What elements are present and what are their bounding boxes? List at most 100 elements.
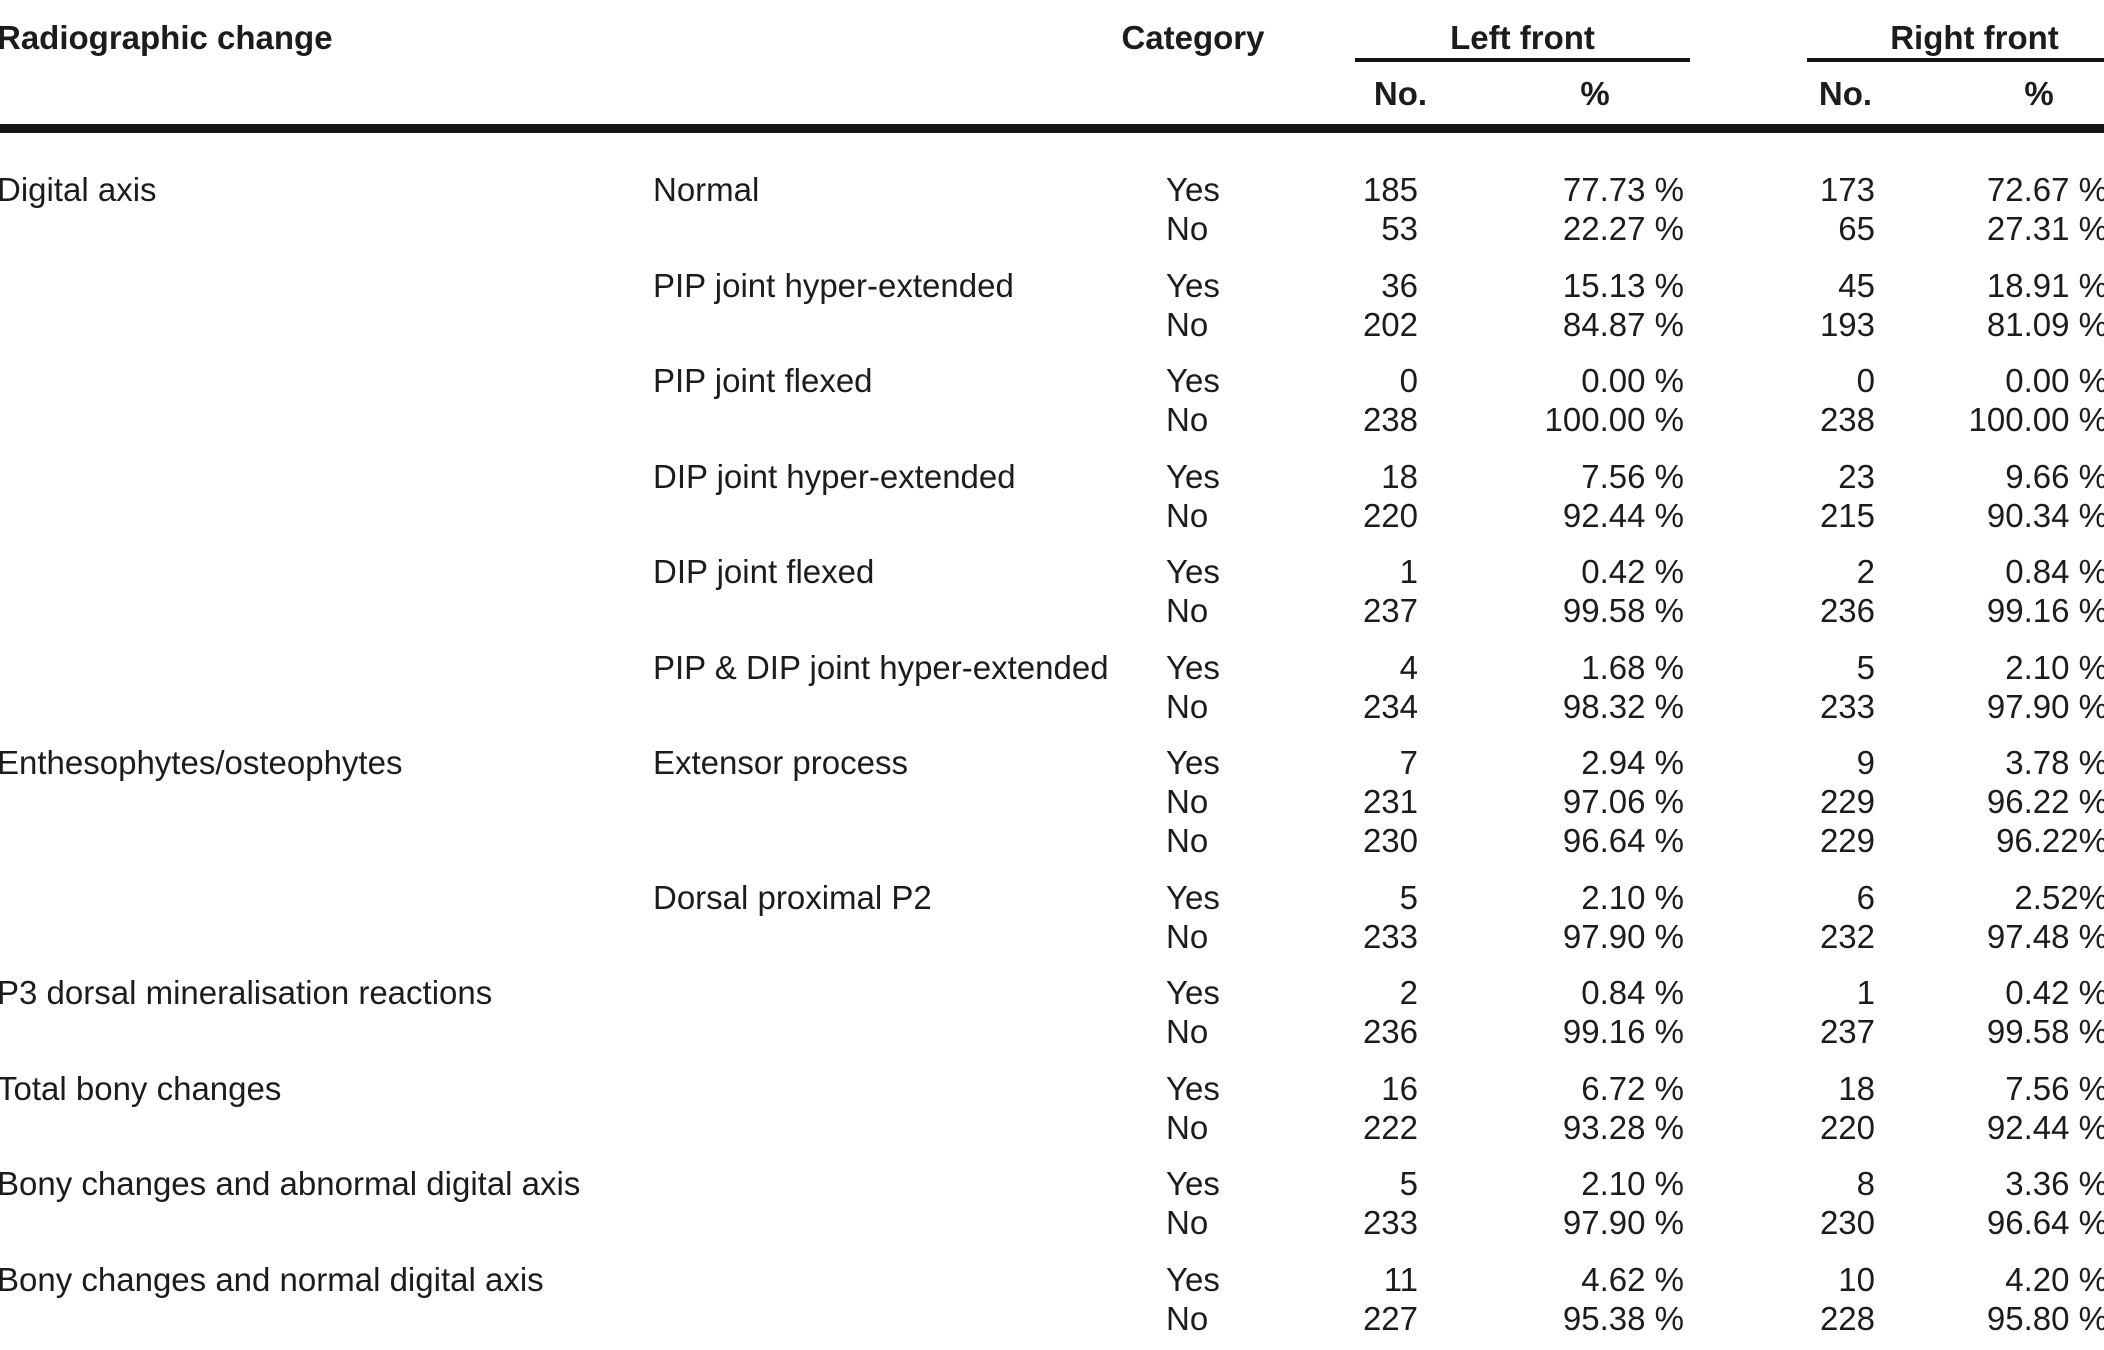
- right-pct-cell: 92.44 %: [1986, 1108, 2104, 1146]
- left-pct-cell: 7.56 %: [1581, 457, 1684, 495]
- left-no-cell: 236: [1362, 1013, 1418, 1050]
- category-cell: Yes: [1166, 744, 1220, 781]
- category-cell: No: [1166, 401, 1209, 438]
- left-no-cell: 1: [1399, 553, 1418, 590]
- right-pct-cell: 95.80 %: [1986, 1299, 2104, 1337]
- right-pct-cell: 96.64 %: [1986, 1204, 2104, 1241]
- right-no-cell: 0: [1856, 362, 1875, 399]
- right-no-cell: 229: [1819, 822, 1875, 859]
- right-no-cell: 173: [1819, 171, 1875, 208]
- left-pct-cell: 0.84 %: [1581, 974, 1684, 1011]
- right-pct-cell: 90.34 %: [1986, 496, 2104, 534]
- left-no-cell: 53: [1381, 210, 1418, 247]
- left-front-underline: [1355, 58, 1690, 62]
- left-no-cell: 18: [1381, 457, 1418, 495]
- right-pct-cell: 0.42 %: [2005, 974, 2104, 1011]
- right-no-cell: 18: [1838, 1069, 1875, 1107]
- row-label-subcategory: DIP joint hyper-extended: [653, 457, 1016, 495]
- table-row: No 231 97.06 % 229 96.22 %: [0, 782, 2104, 821]
- table-row: Bony changes and normal digital axis Yes 1…: [0, 1260, 2104, 1299]
- left-pct-cell: 84.87 %: [1562, 305, 1684, 343]
- left-pct-cell: 96.64 %: [1562, 822, 1684, 859]
- right-no-cell: 229: [1819, 783, 1875, 820]
- right-pct-cell: 27.31 %: [1986, 210, 2104, 247]
- category-cell: No: [1166, 783, 1209, 820]
- left-pct-cell: 2.10 %: [1581, 878, 1684, 916]
- right-pct-cell: 72.67 %: [1986, 171, 2104, 208]
- row-label-subcategory: Normal: [653, 171, 760, 208]
- right-no-cell: 1: [1856, 974, 1875, 1011]
- left-pct-cell: 4.62 %: [1581, 1260, 1684, 1298]
- left-no-cell: 238: [1362, 401, 1418, 438]
- column-header-category: Category: [1121, 19, 1265, 56]
- table-body: Digital axis Normal Yes 185 77.73 % 173 72.67 …: [0, 170, 2104, 1338]
- category-cell: Yes: [1166, 1260, 1220, 1298]
- category-cell: Yes: [1166, 553, 1220, 590]
- left-pct-cell: 15.13 %: [1562, 266, 1684, 304]
- column-group-header-right-front: Right front: [1890, 19, 2059, 56]
- right-no-cell: 5: [1856, 648, 1875, 686]
- table-group: PIP joint hyper-extended Yes 36 15.13 % 45 18…: [0, 266, 2104, 344]
- table-row: DIP joint hyper-extended Yes 18 7.56 % 23 9.6…: [0, 457, 2104, 496]
- left-pct-cell: 100.00 %: [1544, 401, 1684, 438]
- table-row: No 220 92.44 % 215 90.34 %: [0, 496, 2104, 535]
- right-pct-cell: 2.52%: [2014, 878, 2104, 916]
- category-cell: No: [1166, 592, 1209, 629]
- table-group: DIP joint flexed Yes 1 0.42 % 2 0.84 % No 237 99…: [0, 552, 2104, 630]
- left-pct-cell: 0.42 %: [1581, 553, 1684, 590]
- table-header-row-1: Radiographic change Category Left front …: [0, 19, 2104, 57]
- left-no-cell: 5: [1399, 878, 1418, 916]
- column-header-left-no: No.: [1373, 75, 1428, 112]
- row-label-subcategory: DIP joint flexed: [653, 553, 875, 590]
- category-cell: Yes: [1166, 362, 1220, 399]
- left-pct-cell: 97.90 %: [1562, 1204, 1684, 1241]
- left-pct-cell: 97.06 %: [1562, 783, 1684, 820]
- right-no-cell: 193: [1819, 305, 1875, 343]
- table-row: DIP joint flexed Yes 1 0.42 % 2 0.84 %: [0, 552, 2104, 591]
- row-label-radiographic-change: Enthesophytes/osteophytes: [0, 744, 403, 781]
- row-label-radiographic-change: Digital axis: [0, 171, 157, 208]
- table-row: Enthesophytes/osteophytes Extensor proces…: [0, 743, 2104, 782]
- right-pct-cell: 96.22 %: [1986, 783, 2104, 820]
- right-pct-cell: 96.22%: [1996, 822, 2104, 859]
- left-no-cell: 230: [1362, 822, 1418, 859]
- right-pct-cell: 99.58 %: [1986, 1013, 2104, 1050]
- right-pct-cell: 7.56 %: [2005, 1069, 2104, 1107]
- left-no-cell: 237: [1362, 592, 1418, 629]
- table-group: Total bony changes Yes 16 6.72 % 18 7.56 % No 2…: [0, 1069, 2104, 1147]
- left-no-cell: 2: [1399, 974, 1418, 1011]
- column-header-radiographic-change: Radiographic change: [0, 19, 333, 56]
- left-pct-cell: 98.32 %: [1562, 687, 1684, 725]
- right-pct-cell: 3.36 %: [2005, 1165, 2104, 1202]
- right-no-cell: 45: [1838, 266, 1875, 304]
- right-no-cell: 6: [1856, 878, 1875, 916]
- table-row: No 202 84.87 % 193 81.09 %: [0, 305, 2104, 344]
- right-no-cell: 8: [1856, 1165, 1875, 1202]
- left-pct-cell: 2.94 %: [1581, 744, 1684, 781]
- category-cell: Yes: [1166, 457, 1220, 495]
- right-no-cell: 215: [1819, 496, 1875, 534]
- table-row: PIP joint flexed Yes 0 0.00 % 0 0.00 %: [0, 361, 2104, 400]
- right-no-cell: 220: [1819, 1108, 1875, 1146]
- category-cell: Yes: [1166, 878, 1220, 916]
- left-pct-cell: 22.27 %: [1562, 210, 1684, 247]
- right-no-cell: 228: [1819, 1299, 1875, 1337]
- category-cell: No: [1166, 496, 1209, 534]
- category-cell: No: [1166, 1299, 1209, 1337]
- left-no-cell: 0: [1399, 362, 1418, 399]
- right-no-cell: 233: [1819, 687, 1875, 725]
- column-header-right-pct: %: [2024, 75, 2054, 112]
- table-row: Bony changes and abnormal digital axis Ye…: [0, 1164, 2104, 1203]
- right-pct-cell: 9.66 %: [2005, 457, 2104, 495]
- right-no-cell: 2: [1856, 553, 1875, 590]
- left-no-cell: 231: [1362, 783, 1418, 820]
- column-header-left-pct: %: [1580, 75, 1610, 112]
- table-group: Bony changes and normal digital axis Yes 1…: [0, 1260, 2104, 1338]
- table-group: P3 dorsal mineralisation reactions Yes 2 0.…: [0, 973, 2104, 1051]
- left-pct-cell: 99.58 %: [1562, 592, 1684, 629]
- right-no-cell: 236: [1819, 592, 1875, 629]
- header-divider-rule: [0, 124, 2104, 133]
- right-no-cell: 9: [1856, 744, 1875, 781]
- left-no-cell: 7: [1399, 744, 1418, 781]
